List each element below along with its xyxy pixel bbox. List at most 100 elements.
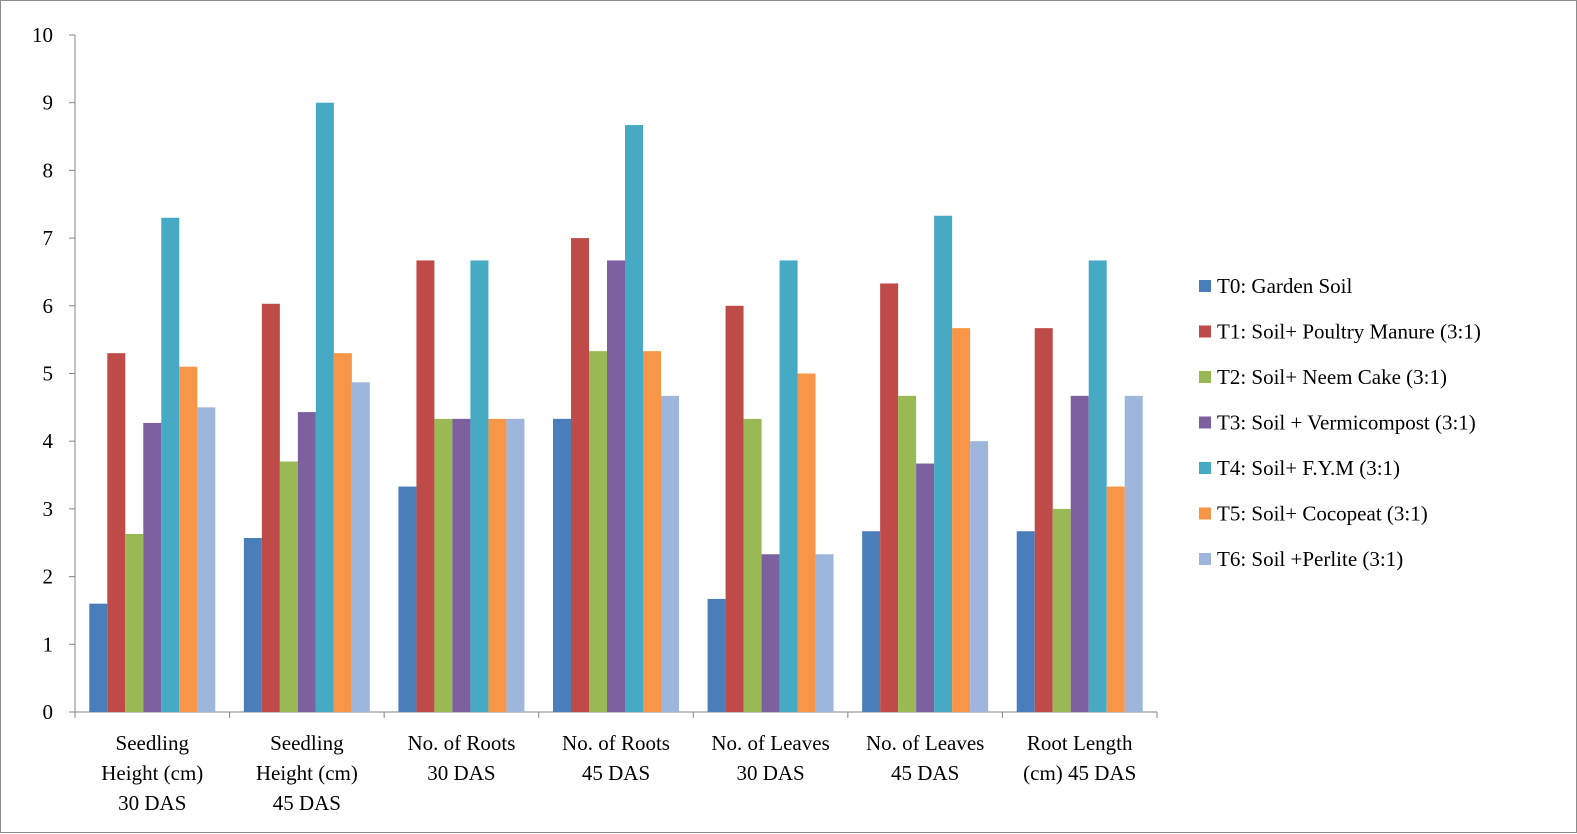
y-tick-label: 3 <box>43 497 54 521</box>
bar <box>506 418 525 712</box>
bar <box>351 382 370 712</box>
legend-swatch <box>1199 507 1211 520</box>
x-axis: Seedling Height (cm) 30 DAS Seedling Height … <box>74 711 1158 815</box>
bar <box>862 531 881 712</box>
bar <box>880 283 899 712</box>
bar <box>779 260 798 712</box>
x-tick-label-line: 45 DAS <box>582 761 650 785</box>
bars <box>89 102 1143 713</box>
x-tick-label-line: Seedling <box>116 731 190 755</box>
legend-swatch <box>1199 462 1211 474</box>
bar <box>297 412 316 712</box>
y-tick-label: 5 <box>43 362 54 386</box>
x-tick-label-line: (cm) 45 DAS <box>1023 761 1136 785</box>
legend-label: T3: Soil + Vermicompost (3:1) <box>1217 411 1476 435</box>
bar <box>934 215 953 712</box>
x-tick-label-line: 30 DAS <box>736 761 804 785</box>
bar <box>761 554 780 712</box>
x-tick-label-line: Height (cm) <box>101 761 203 785</box>
bar <box>452 418 471 712</box>
legend-item: T1: Soil+ Poultry Manure (3:1) <box>1199 320 1481 344</box>
legend-swatch <box>1199 280 1211 292</box>
bar <box>398 486 417 712</box>
legend-item: T0: Garden Soil <box>1199 274 1352 298</box>
legend-label: T4: Soil+ F.Y.M (3:1) <box>1217 456 1400 480</box>
legend-item: T5: Soil+ Cocopeat (3:1) <box>1199 502 1428 526</box>
bar <box>1070 395 1089 712</box>
bar <box>179 366 198 712</box>
x-tick-label-line: No. of Leaves <box>711 731 829 755</box>
y-tick-label: 10 <box>32 23 53 47</box>
bar <box>743 418 762 712</box>
y-tick-label: 4 <box>43 429 54 453</box>
bar <box>1034 328 1053 712</box>
bar <box>607 260 625 712</box>
bar <box>916 463 935 712</box>
bar <box>707 598 726 712</box>
legend-swatch <box>1199 371 1211 383</box>
bar <box>571 238 589 712</box>
x-tick-label-line: No. of Roots <box>562 731 670 755</box>
bar <box>416 260 435 712</box>
bar <box>333 353 352 712</box>
x-tick-label-line: 30 DAS <box>118 791 186 815</box>
legend-item: T6: Soil +Perlite (3:1) <box>1199 547 1403 571</box>
y-tick-label: 8 <box>43 158 54 182</box>
bar <box>952 328 971 712</box>
x-tick-label-line: Seedling <box>270 731 344 755</box>
bar <box>161 217 180 713</box>
bar <box>797 373 816 712</box>
x-tick-label-line: No. of Roots <box>407 731 515 755</box>
bar <box>553 418 571 712</box>
x-tick-label-line: 30 DAS <box>427 761 495 785</box>
y-tick-label: 9 <box>43 91 54 115</box>
x-tick-label: No. of Leaves 30 DAS <box>711 731 829 785</box>
bar <box>279 461 298 712</box>
x-tick-label-line: 45 DAS <box>273 791 341 815</box>
legend-label: T6: Soil +Perlite (3:1) <box>1217 547 1403 571</box>
y-tick-label: 6 <box>43 294 54 318</box>
bar <box>589 351 607 712</box>
y-tick-label: 2 <box>43 565 54 589</box>
bar <box>434 418 453 712</box>
bar <box>261 303 280 712</box>
bar <box>470 260 489 712</box>
x-tick-label-line: 45 DAS <box>891 761 959 785</box>
bar <box>625 125 643 712</box>
bar <box>898 395 917 712</box>
x-tick-label-line: Root Length <box>1027 731 1133 755</box>
legend-label: T5: Soil+ Cocopeat (3:1) <box>1217 502 1428 526</box>
legend-item: T3: Soil + Vermicompost (3:1) <box>1199 411 1476 435</box>
bar <box>661 395 679 712</box>
y-tick-label: 1 <box>43 632 54 656</box>
bar <box>1052 508 1071 712</box>
bar <box>1088 260 1107 712</box>
legend-item: T4: Soil+ F.Y.M (3:1) <box>1199 456 1400 480</box>
legend-swatch <box>1199 325 1211 338</box>
bar <box>243 538 262 712</box>
bar <box>970 441 989 712</box>
legend-swatch <box>1199 416 1211 429</box>
legend: T0: Garden Soil T1: Soil+ Poultry Manure … <box>1199 274 1481 571</box>
bar <box>643 351 661 712</box>
x-tick-label: Root Length (cm) 45 DAS <box>1023 731 1136 785</box>
x-tick-label: No. of Roots 45 DAS <box>562 731 670 785</box>
legend-label: T1: Soil+ Poultry Manure (3:1) <box>1217 320 1481 344</box>
x-tick-label: Seedling Height (cm) 45 DAS <box>256 731 358 815</box>
legend-swatch <box>1199 553 1211 565</box>
bar <box>1016 531 1035 712</box>
y-axis: 0 1 2 3 4 5 6 7 8 9 10 <box>32 23 76 724</box>
legend-label: T0: Garden Soil <box>1217 274 1352 298</box>
y-tick-label: 0 <box>43 700 54 724</box>
bar <box>315 102 334 712</box>
legend-label: T2: Soil+ Neem Cake (3:1) <box>1217 365 1447 389</box>
y-tick-label: 7 <box>43 226 54 250</box>
bar <box>488 418 507 712</box>
bar <box>1124 395 1143 712</box>
x-tick-label: No. of Leaves 45 DAS <box>866 731 984 785</box>
x-tick-label-line: Height (cm) <box>256 761 358 785</box>
bar <box>197 407 216 712</box>
bar <box>107 353 126 712</box>
